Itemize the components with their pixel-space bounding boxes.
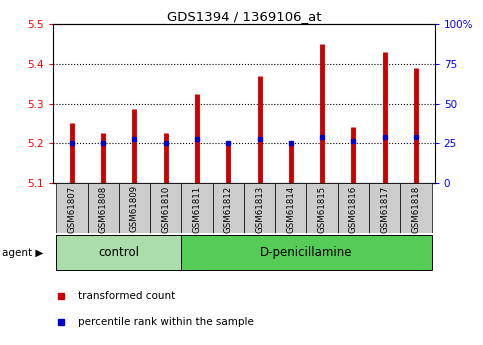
Text: GSM61815: GSM61815 <box>318 185 327 233</box>
Text: agent ▶: agent ▶ <box>2 248 44 258</box>
Text: GSM61812: GSM61812 <box>224 185 233 233</box>
Text: GSM61808: GSM61808 <box>99 185 108 233</box>
Bar <box>338 183 369 233</box>
Bar <box>56 235 181 270</box>
Text: transformed count: transformed count <box>78 291 175 301</box>
Text: GSM61810: GSM61810 <box>161 185 170 233</box>
Text: GSM61816: GSM61816 <box>349 185 358 233</box>
Bar <box>87 183 119 233</box>
Text: GSM61809: GSM61809 <box>130 185 139 233</box>
Bar <box>400 183 432 233</box>
Text: GSM61817: GSM61817 <box>380 185 389 233</box>
Text: GSM61811: GSM61811 <box>193 185 201 233</box>
Text: GSM61813: GSM61813 <box>255 185 264 233</box>
Bar <box>369 183 400 233</box>
Text: GSM61814: GSM61814 <box>286 185 295 233</box>
Bar <box>150 183 181 233</box>
Bar <box>181 183 213 233</box>
Text: percentile rank within the sample: percentile rank within the sample <box>78 317 254 327</box>
Title: GDS1394 / 1369106_at: GDS1394 / 1369106_at <box>167 10 321 23</box>
Bar <box>56 183 87 233</box>
Bar <box>275 183 307 233</box>
Text: GSM61807: GSM61807 <box>68 185 76 233</box>
Text: GSM61818: GSM61818 <box>412 185 420 233</box>
Bar <box>213 183 244 233</box>
Text: control: control <box>99 246 139 259</box>
Text: D-penicillamine: D-penicillamine <box>260 246 353 259</box>
Bar <box>119 183 150 233</box>
Bar <box>244 183 275 233</box>
Bar <box>181 235 432 270</box>
Bar <box>307 183 338 233</box>
